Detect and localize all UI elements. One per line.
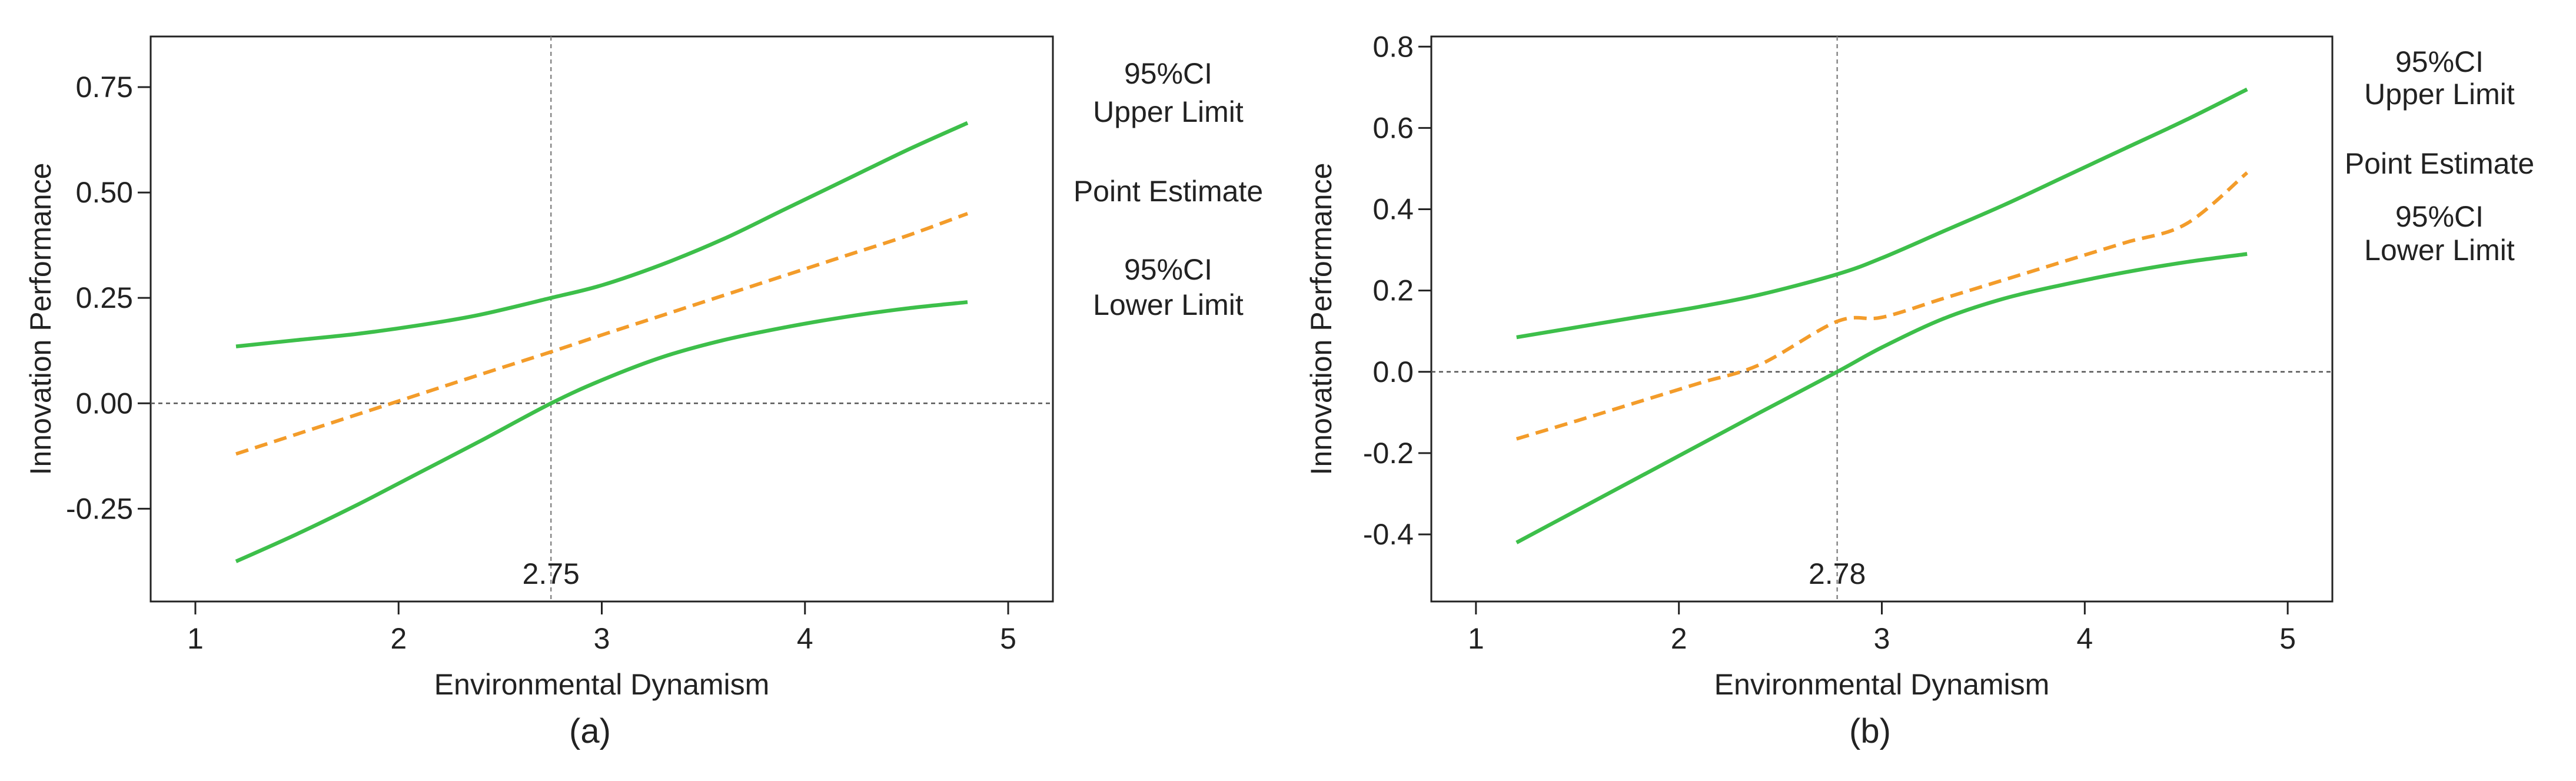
y-tick-label: -0.4 [1363,518,1414,551]
y-tick-label: 0.6 [1372,111,1414,144]
y-tick-label: 0.4 [1372,193,1414,226]
x-tick-label: 3 [594,622,610,655]
chart-panel-1: 2.75 1 2 3 4 5 -0.25 0.00 0.25 0.50 0.75 Environmen… [24,35,1263,750]
x-tick-label: 1 [1468,622,1484,655]
series-label-3: 95%CI [1124,253,1212,286]
threshold-label: 2.78 [1809,557,1866,590]
x-tick-label: 2 [1671,622,1687,655]
x-axis-title: Environmental Dynamism [1714,668,2050,701]
ci-upper-line [235,121,969,348]
threshold-label: 2.75 [523,557,580,590]
x-tick-label: 4 [797,622,813,655]
y-axis-title: Innovation Performance [1305,163,1338,476]
x-tick-label: 1 [187,622,204,655]
y-tick-label: 0.0 [1372,355,1414,388]
series-label-2: Point Estimate [1073,175,1263,208]
series-label-3: Lower Limit [1093,288,1244,321]
plot-frame [149,35,1054,603]
x-axis-title: Environmental Dynamism [434,668,770,701]
y-tick-label: 0.2 [1372,274,1414,307]
y-tick-label: 0.25 [76,281,133,314]
series-label-1: 95%CI [2395,45,2484,78]
panel-label: (b) [1849,712,1891,750]
y-tick-label: -0.2 [1363,437,1414,470]
series-label-1: Upper Limit [2364,78,2515,111]
series-label-3: Lower Limit [2364,234,2515,267]
x-tick-label: 3 [1874,622,1890,655]
series-label-2: Point Estimate [2345,147,2534,180]
y-axis-title: Innovation Performance [24,163,57,476]
series-label-3: 95%CI [2395,200,2484,233]
point-estimate-line [235,212,969,456]
series-label-1: 95%CI [1124,57,1212,90]
x-tick-label: 5 [1000,622,1016,655]
ci-upper-line [1516,87,2248,340]
y-tick-label: 0.50 [76,176,133,209]
ci-lower-line [235,300,968,563]
y-tick-label: 0.00 [76,387,133,420]
panel-label: (a) [569,712,611,750]
x-tick-label: 4 [2076,622,2093,655]
y-tick-label: 0.8 [1372,30,1414,63]
x-tick-label: 5 [2279,622,2296,655]
point-estimate-line [1515,171,2249,441]
y-tick-label: 0.75 [76,71,133,104]
y-tick-label: -0.25 [66,492,133,525]
x-tick-label: 2 [390,622,407,655]
ci-lower-line [1515,252,2248,544]
chart-panel-2: 2.78 1 2 3 4 5 -0.4 -0.2 0.0 0.2 0.4 0.6 0.8 Environm… [1305,30,2534,750]
series-label-1: Upper Limit [1093,95,1244,128]
